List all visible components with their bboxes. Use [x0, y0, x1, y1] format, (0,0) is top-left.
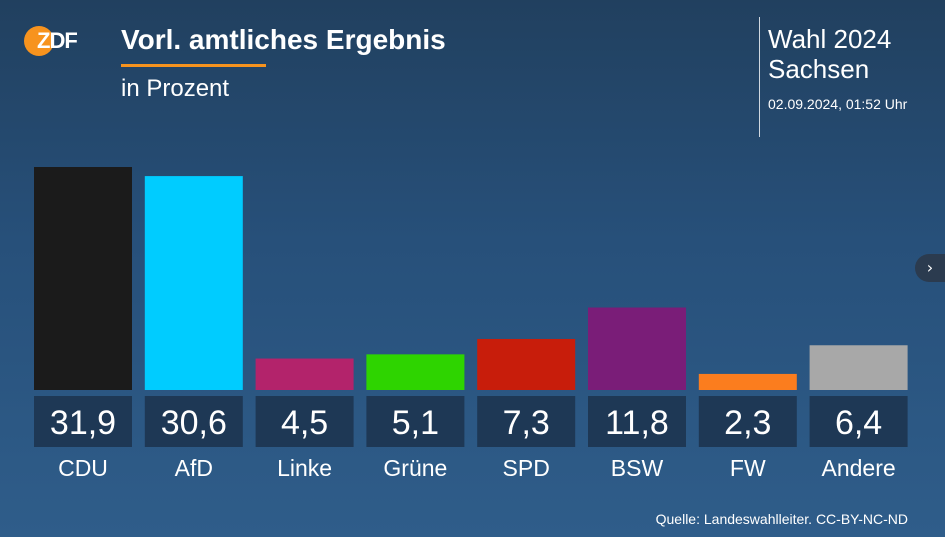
- election-name: Wahl 2024: [768, 24, 892, 54]
- zdf-logo-text: ZDF: [37, 28, 78, 53]
- title-underline: [121, 64, 266, 67]
- value-box-linke: [255, 396, 354, 447]
- zdf-logo: ZDF: [24, 26, 88, 56]
- value-label-spd: 7,3: [503, 404, 550, 442]
- value-box-grüne: [366, 396, 465, 447]
- value-label-afd: 30,6: [161, 404, 227, 442]
- category-label-cdu: CDU: [58, 455, 108, 481]
- category-label-fw: FW: [730, 455, 766, 481]
- bar-spd: [477, 338, 576, 390]
- value-box-bsw: [588, 396, 686, 447]
- election-info: Wahl 2024 Sachsen: [768, 24, 891, 84]
- value-label-bsw: 11,8: [605, 404, 669, 442]
- bar-fw: [698, 373, 797, 390]
- value-box-spd: [477, 396, 576, 447]
- value-box-andere: [809, 396, 908, 447]
- bar-afd: [144, 176, 243, 390]
- timestamp: 02.09.2024, 01:52 Uhr: [768, 96, 908, 112]
- value-box-afd: [144, 396, 243, 447]
- next-button[interactable]: ›: [915, 254, 945, 282]
- value-label-grüne: 5,1: [392, 404, 439, 442]
- value-label-andere: 6,4: [835, 404, 882, 442]
- bar-grüne: [366, 354, 465, 390]
- bar-bsw: [588, 307, 686, 390]
- source-note: Quelle: Landeswahlleiter. CC-BY-NC-ND: [655, 511, 908, 527]
- bar-andere: [809, 345, 908, 390]
- value-box-fw: [698, 396, 797, 447]
- value-label-cdu: 31,9: [50, 404, 116, 442]
- election-region: Sachsen: [768, 54, 870, 84]
- value-label-fw: 2,3: [724, 404, 771, 442]
- value-label-linke: 4,5: [281, 404, 328, 442]
- category-label-spd: SPD: [503, 455, 550, 481]
- category-label-grüne: Grüne: [383, 455, 447, 481]
- category-label-bsw: BSW: [611, 455, 664, 481]
- category-label-linke: Linke: [277, 455, 332, 481]
- category-label-afd: AfD: [175, 455, 213, 481]
- chart-title: Vorl. amtliches Ergebnis: [121, 24, 446, 55]
- category-label-andere: Andere: [822, 455, 896, 481]
- chart-subtitle: in Prozent: [121, 75, 230, 102]
- header-divider: [759, 17, 760, 137]
- value-box-cdu: [34, 396, 132, 447]
- bar-linke: [255, 358, 354, 390]
- bar-cdu: [34, 167, 132, 390]
- zdf-logo-circle: [24, 26, 54, 56]
- chevron-right-icon: ›: [926, 258, 934, 277]
